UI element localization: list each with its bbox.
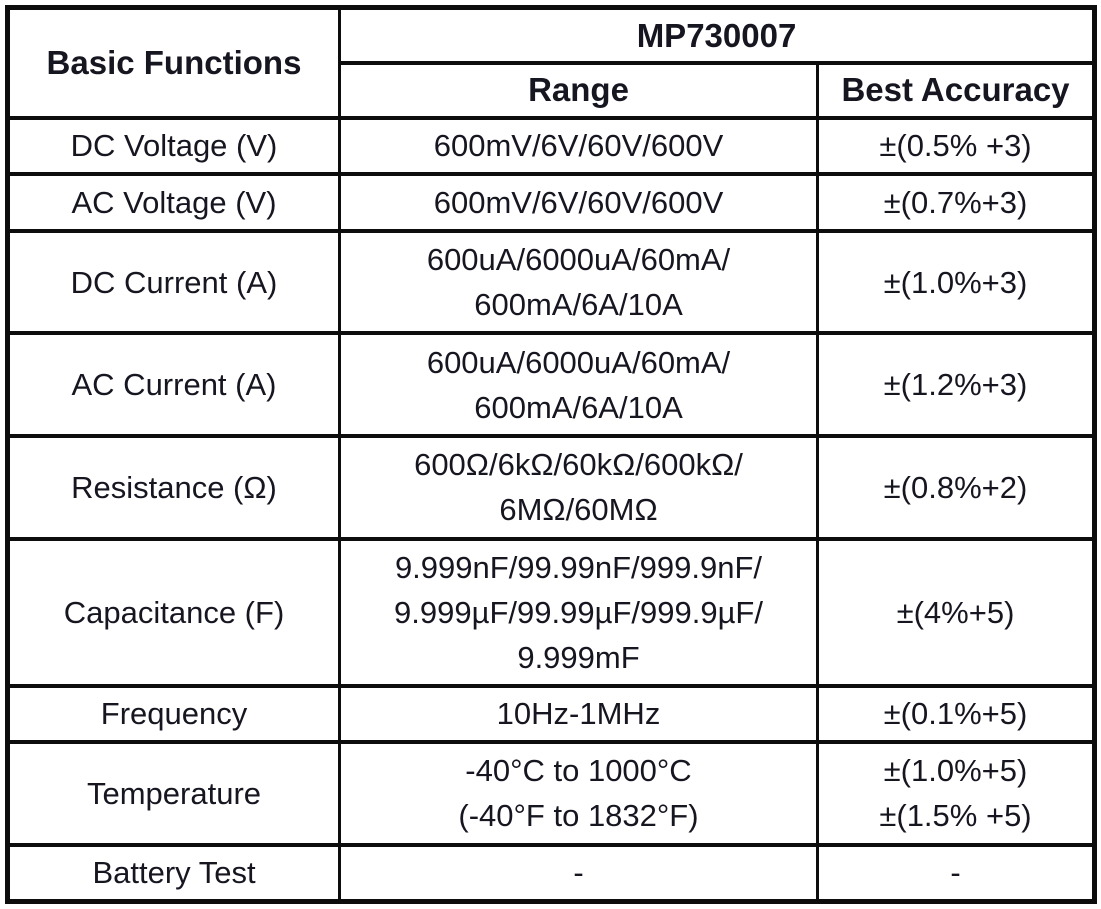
function-label: AC Current (A) (71, 367, 277, 403)
range-value: - (573, 855, 584, 891)
accuracy-value: ±(0.8%+2) (883, 469, 1028, 505)
function-label: DC Voltage (V) (70, 128, 278, 164)
header-row-model: Basic Functions MP730007 (6, 5, 1096, 120)
range-cell: 600Ω/6kΩ/60kΩ/600kΩ/ 6MΩ/60MΩ (338, 434, 819, 541)
range-cell: 9.999nF/99.99nF/999.9nF/ 9.999µF/99.99µF… (338, 536, 819, 688)
accuracy-cell: ±(1.0%+3) (816, 228, 1096, 336)
accuracy-value: ±(1.0%+3) (883, 264, 1028, 300)
table-row-ac-voltage: AC Voltage (V) 600mV/6V/60V/600V ±(0.7%+… (6, 172, 1096, 233)
range-cell: 600mV/6V/60V/600V (338, 115, 819, 177)
accuracy-value-line: ±(1.5% +5) (879, 798, 1032, 834)
function-label: Battery Test (92, 855, 256, 891)
table-row-temperature: Temperature -40°C to 1000°C (-40°F to 18… (6, 740, 1096, 847)
header-best-accuracy: Best Accuracy (816, 61, 1096, 120)
range-value-line: 600uA/6000uA/60mA/ (426, 344, 731, 380)
function-cell: Capacitance (F) (6, 536, 341, 688)
accuracy-value-line: ±(1.0%+5) (883, 753, 1028, 789)
table-row-dc-voltage: DC Voltage (V) 600mV/6V/60V/600V ±(0.5% … (6, 115, 1096, 177)
range-cell: 600uA/6000uA/60mA/ 600mA/6A/10A (338, 228, 819, 336)
accuracy-value: ±(0.5% +3) (879, 128, 1032, 164)
function-label: Resistance (Ω) (71, 469, 277, 505)
function-label: Temperature (86, 775, 262, 811)
accuracy-value: ±(1.2%+3) (883, 367, 1028, 403)
range-value: 10Hz-1MHz (496, 696, 661, 732)
range-value-line: 6MΩ/60MΩ (499, 492, 658, 528)
range-value: 600mV/6V/60V/600V (433, 128, 724, 164)
range-value-line: 600mA/6A/10A (474, 389, 683, 425)
function-cell: AC Current (A) (6, 331, 341, 439)
accuracy-value: ±(0.1%+5) (883, 696, 1028, 732)
accuracy-cell: ±(0.7%+3) (816, 172, 1096, 233)
function-cell: Temperature (6, 740, 341, 847)
accuracy-cell: ±(0.1%+5) (816, 683, 1096, 745)
table-row-ac-current: AC Current (A) 600uA/6000uA/60mA/ 600mA/… (6, 331, 1096, 439)
range-value-line: 600mA/6A/10A (474, 287, 683, 323)
range-cell: 600uA/6000uA/60mA/ 600mA/6A/10A (338, 331, 819, 439)
function-cell: Frequency (6, 683, 341, 745)
table-row-capacitance: Capacitance (F) 9.999nF/99.99nF/999.9nF/… (6, 536, 1096, 688)
accuracy-cell: ±(0.5% +3) (816, 115, 1096, 177)
header-row-columns: Range Best Accuracy (8, 61, 1096, 120)
header-basic-functions: Basic Functions (6, 5, 341, 120)
header-model: MP730007 (338, 5, 1096, 66)
function-cell: DC Current (A) (6, 228, 341, 336)
function-label: AC Voltage (V) (71, 184, 277, 220)
function-cell: DC Voltage (V) (6, 115, 341, 177)
range-value-line: 9.999mF (517, 639, 640, 675)
table-row-frequency: Frequency 10Hz-1MHz ±(0.1%+5) (6, 683, 1096, 745)
specs-table: Basic Functions MP730007 Range Best Accu… (5, 5, 1097, 904)
table-row-dc-current: DC Current (A) 600uA/6000uA/60mA/ 600mA/… (6, 228, 1096, 336)
accuracy-cell: - (816, 842, 1096, 904)
accuracy-cell: ±(4%+5) (816, 536, 1096, 688)
range-value: 600mV/6V/60V/600V (433, 184, 724, 220)
range-value-line: 9.999µF/99.99µF/999.9µF/ (394, 594, 763, 630)
accuracy-value: ±(4%+5) (896, 594, 1015, 630)
function-label: Frequency (100, 696, 248, 732)
function-cell: Resistance (Ω) (6, 434, 341, 541)
function-label: Capacitance (F) (63, 594, 285, 630)
range-cell: -40°C to 1000°C (-40°F to 1832°F) (338, 740, 819, 847)
range-cell: - (338, 842, 819, 904)
accuracy-cell: ±(1.0%+5) ±(1.5% +5) (816, 740, 1096, 847)
table-row-resistance: Resistance (Ω) 600Ω/6kΩ/60kΩ/600kΩ/ 6MΩ/… (6, 434, 1096, 541)
accuracy-value: - (950, 855, 961, 891)
accuracy-cell: ±(0.8%+2) (816, 434, 1096, 541)
header-range: Range (338, 61, 819, 120)
range-value-line: 9.999nF/99.99nF/999.9nF/ (394, 549, 763, 585)
range-value-line: 600Ω/6kΩ/60kΩ/600kΩ/ (414, 447, 743, 483)
range-value-line: -40°C to 1000°C (465, 753, 692, 789)
accuracy-cell: ±(1.2%+3) (816, 331, 1096, 439)
range-cell: 10Hz-1MHz (338, 683, 819, 745)
range-value-line: 600uA/6000uA/60mA/ (426, 242, 731, 278)
function-cell: AC Voltage (V) (6, 172, 341, 233)
table-row-battery-test: Battery Test - - (6, 842, 1096, 904)
function-cell: Battery Test (6, 842, 341, 904)
function-label: DC Current (A) (70, 264, 278, 300)
range-cell: 600mV/6V/60V/600V (338, 172, 819, 233)
range-value-line: (-40°F to 1832°F) (458, 798, 699, 834)
accuracy-value: ±(0.7%+3) (883, 184, 1028, 220)
